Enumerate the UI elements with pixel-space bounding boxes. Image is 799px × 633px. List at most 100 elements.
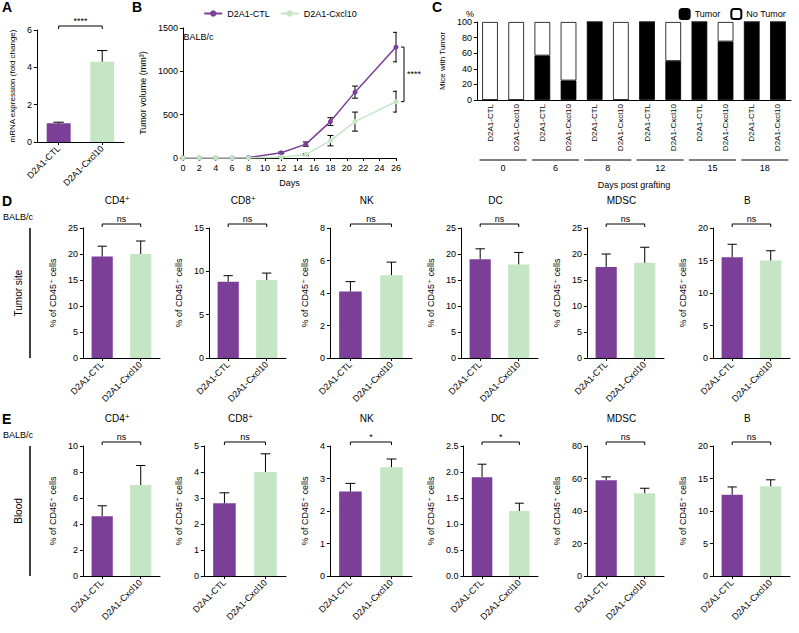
svg-text:D2A1-Cxcl10: D2A1-Cxcl10 bbox=[225, 577, 270, 622]
svg-text:1.0: 1.0 bbox=[446, 519, 459, 529]
svg-text:0: 0 bbox=[27, 137, 32, 147]
svg-text:10: 10 bbox=[572, 301, 582, 311]
svg-text:4: 4 bbox=[213, 163, 218, 173]
svg-text:5: 5 bbox=[703, 539, 708, 549]
svg-text:6: 6 bbox=[27, 25, 32, 35]
svg-text:Days post grafting: Days post grafting bbox=[598, 180, 671, 190]
svg-text:25: 25 bbox=[68, 223, 78, 233]
svg-text:0: 0 bbox=[320, 353, 325, 363]
svg-text:D2A1-CTL: D2A1-CTL bbox=[195, 359, 232, 396]
svg-text:5: 5 bbox=[451, 327, 456, 337]
svg-text:MDSC: MDSC bbox=[607, 195, 636, 206]
svg-text:NK: NK bbox=[360, 195, 374, 206]
svg-text:E: E bbox=[2, 411, 11, 427]
svg-text:0: 0 bbox=[180, 163, 185, 173]
svg-text:D2A1-CTL: D2A1-CTL bbox=[25, 143, 62, 180]
svg-text:D2A1-Cxcl10: D2A1-Cxcl10 bbox=[351, 577, 396, 622]
svg-text:% of CD45⁺ cells: % of CD45⁺ cells bbox=[426, 258, 436, 327]
svg-text:0: 0 bbox=[73, 571, 78, 581]
svg-text:22: 22 bbox=[358, 163, 368, 173]
svg-text:4: 4 bbox=[27, 62, 32, 72]
svg-text:0: 0 bbox=[199, 353, 204, 363]
svg-text:CD8⁺: CD8⁺ bbox=[231, 195, 256, 206]
svg-text:MDSC: MDSC bbox=[607, 413, 636, 424]
svg-text:15: 15 bbox=[572, 275, 582, 285]
svg-text:0: 0 bbox=[501, 163, 506, 173]
svg-text:1: 1 bbox=[194, 545, 199, 555]
svg-text:ns: ns bbox=[117, 214, 127, 224]
svg-text:D2A1-Cxcl10: D2A1-Cxcl10 bbox=[730, 577, 775, 622]
svg-text:Days: Days bbox=[279, 178, 300, 188]
svg-text:1.5: 1.5 bbox=[446, 493, 459, 503]
svg-text:10: 10 bbox=[260, 163, 270, 173]
svg-text:0: 0 bbox=[73, 353, 78, 363]
svg-text:D2A1-CTL: D2A1-CTL bbox=[227, 9, 270, 19]
svg-text:D2A1-Cxcl10: D2A1-Cxcl10 bbox=[512, 103, 521, 151]
svg-text:D: D bbox=[2, 193, 12, 209]
svg-text:*: * bbox=[499, 432, 503, 442]
svg-text:10: 10 bbox=[68, 441, 78, 451]
svg-text:100: 100 bbox=[457, 17, 472, 27]
svg-text:% of CD45⁺ cells: % of CD45⁺ cells bbox=[552, 258, 562, 327]
svg-text:D2A1-Cxcl10: D2A1-Cxcl10 bbox=[669, 103, 678, 151]
svg-text:20: 20 bbox=[698, 441, 708, 451]
svg-text:D2A1-CTL: D2A1-CTL bbox=[317, 359, 354, 396]
svg-text:D2A1-CTL: D2A1-CTL bbox=[747, 103, 756, 141]
svg-text:20: 20 bbox=[68, 249, 78, 259]
svg-text:Tumor site: Tumor site bbox=[13, 269, 24, 316]
svg-text:D2A1-Cxcl10: D2A1-Cxcl10 bbox=[730, 359, 775, 404]
svg-text:10: 10 bbox=[68, 301, 78, 311]
svg-text:Mice with Tumor: Mice with Tumor bbox=[438, 32, 447, 91]
svg-text:D2A1-CTL: D2A1-CTL bbox=[573, 577, 610, 614]
svg-text:14: 14 bbox=[293, 163, 303, 173]
svg-text:8: 8 bbox=[246, 163, 251, 173]
svg-text:No Tumor: No Tumor bbox=[746, 9, 786, 19]
svg-text:****: **** bbox=[407, 69, 422, 79]
svg-text:24: 24 bbox=[375, 163, 385, 173]
svg-text:% of CD45⁺ cells: % of CD45⁺ cells bbox=[300, 476, 310, 545]
svg-text:D2A1-Cxcl10: D2A1-Cxcl10 bbox=[226, 359, 271, 404]
svg-text:D2A1-Cxcl10: D2A1-Cxcl10 bbox=[616, 103, 625, 151]
svg-text:15: 15 bbox=[698, 474, 708, 484]
svg-text:ns: ns bbox=[243, 214, 253, 224]
svg-text:% of CD45⁺ cells: % of CD45⁺ cells bbox=[426, 476, 436, 545]
svg-text:12: 12 bbox=[276, 163, 286, 173]
svg-text:20: 20 bbox=[698, 223, 708, 233]
svg-text:18: 18 bbox=[325, 163, 335, 173]
svg-text:DC: DC bbox=[488, 195, 502, 206]
svg-text:8: 8 bbox=[320, 223, 325, 233]
svg-text:2: 2 bbox=[73, 545, 78, 555]
svg-text:12: 12 bbox=[655, 163, 665, 173]
svg-text:Blood: Blood bbox=[13, 498, 24, 524]
svg-text:BALB/c: BALB/c bbox=[184, 32, 215, 42]
svg-text:B: B bbox=[132, 0, 142, 15]
svg-text:18: 18 bbox=[760, 163, 770, 173]
svg-text:6: 6 bbox=[230, 163, 235, 173]
svg-text:0: 0 bbox=[320, 571, 325, 581]
svg-text:****: **** bbox=[73, 16, 88, 26]
svg-text:6: 6 bbox=[553, 163, 558, 173]
svg-text:Tumor: Tumor bbox=[695, 9, 721, 19]
svg-text:60: 60 bbox=[572, 474, 582, 484]
svg-text:NK: NK bbox=[360, 413, 374, 424]
svg-text:20: 20 bbox=[462, 79, 472, 89]
svg-text:2: 2 bbox=[320, 321, 325, 331]
svg-text:D2A1-Cxcl10: D2A1-Cxcl10 bbox=[61, 143, 106, 188]
svg-text:6: 6 bbox=[73, 493, 78, 503]
svg-text:25: 25 bbox=[446, 223, 456, 233]
svg-text:4: 4 bbox=[320, 441, 325, 451]
svg-text:D2A1-Cxcl10: D2A1-Cxcl10 bbox=[100, 577, 145, 622]
svg-text:2: 2 bbox=[27, 100, 32, 110]
svg-text:15: 15 bbox=[68, 275, 78, 285]
svg-text:10: 10 bbox=[194, 266, 204, 276]
svg-text:BALB/c: BALB/c bbox=[3, 430, 34, 440]
svg-text:5: 5 bbox=[703, 321, 708, 331]
svg-text:0: 0 bbox=[451, 353, 456, 363]
svg-text:40: 40 bbox=[462, 64, 472, 74]
svg-text:% of CD45⁺ cells: % of CD45⁺ cells bbox=[300, 258, 310, 327]
svg-text:15: 15 bbox=[698, 256, 708, 266]
svg-text:0: 0 bbox=[194, 571, 199, 581]
svg-text:1500: 1500 bbox=[158, 23, 178, 33]
svg-text:D2A1-CTL: D2A1-CTL bbox=[643, 103, 652, 141]
svg-text:8: 8 bbox=[605, 163, 610, 173]
